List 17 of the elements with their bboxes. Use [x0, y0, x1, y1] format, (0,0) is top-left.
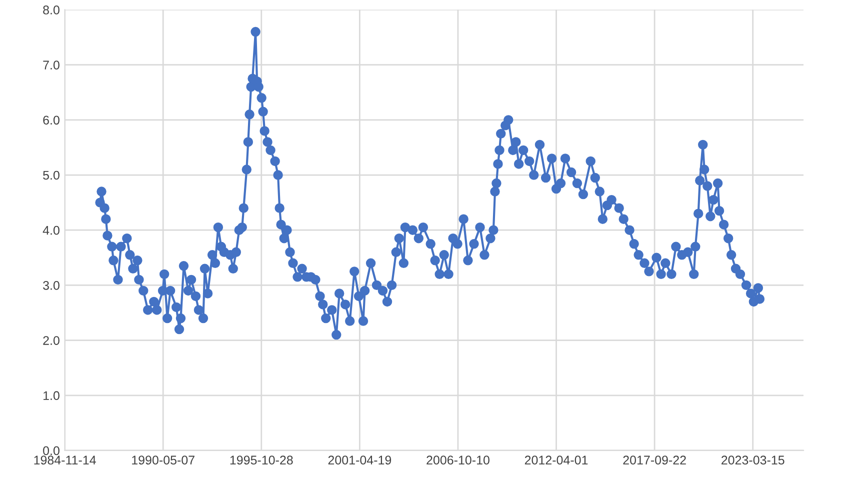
y-tick-label: 0.0 — [43, 446, 60, 456]
y-tick-label: 7.0 — [43, 60, 60, 70]
x-tick-label: 1995-10-28 — [230, 456, 293, 465]
x-tick-label: 1990-05-07 — [132, 456, 194, 465]
y-tick-label: 6.0 — [43, 116, 60, 125]
y-tick-label: 4.0 — [42, 226, 60, 235]
x-tick-label: 2001-04-19 — [328, 456, 392, 465]
x-tick-label: 2012-04-01 — [524, 456, 588, 465]
x-tick-label: 1984-11-14 — [34, 456, 96, 465]
x-tick-label: 2006-10-10 — [426, 456, 490, 465]
y-tick-label: 1.0 — [44, 391, 60, 400]
x-tick-label: 2023-03-15 — [722, 456, 784, 465]
y-tick-label: 3.0 — [43, 281, 60, 290]
x-tick-label: 2017-09-22 — [623, 456, 686, 465]
y-tick-label: 5.0 — [43, 170, 60, 180]
y-tick-label: 2.0 — [43, 336, 60, 345]
y-tick-label: 8.0 — [43, 6, 60, 14]
